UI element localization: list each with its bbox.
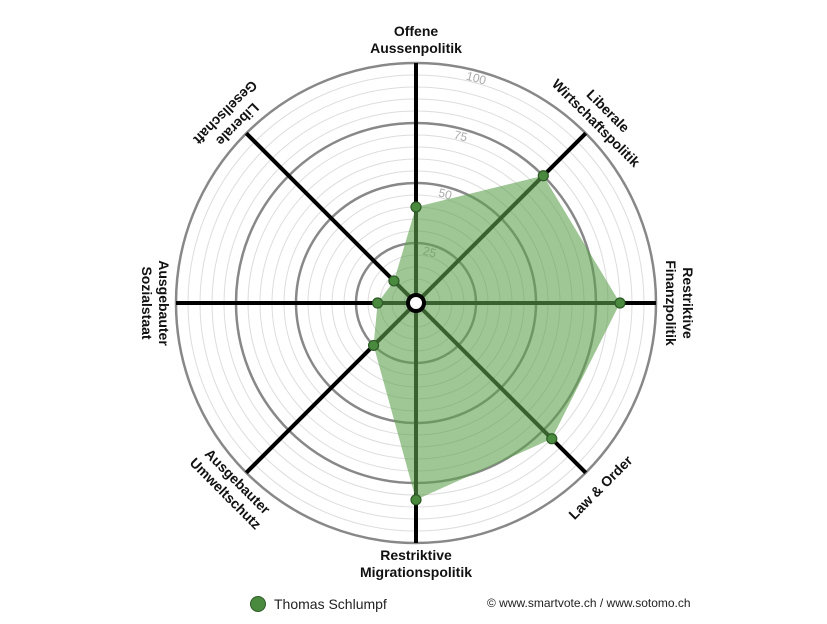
copyright-text: © www.smartvote.ch / www.sotomo.ch [487, 596, 691, 610]
data-point [546, 433, 558, 445]
axis-label-line: Restriktive [380, 547, 452, 563]
axis-label-line: Ausgebauter [156, 260, 172, 346]
legend-marker [250, 596, 266, 612]
legend-label: Thomas Schlumpf [274, 596, 387, 612]
center-hub [406, 293, 426, 313]
data-point [614, 297, 626, 309]
axis-label-line: Offene [394, 23, 439, 39]
axis-label-line: Restriktive [680, 267, 696, 339]
data-point [410, 201, 422, 213]
tick-label: 50 [437, 186, 454, 203]
axis-label-line: Migrationspolitik [360, 564, 472, 580]
data-point [372, 297, 384, 309]
axis-label-line: Aussenpolitik [370, 40, 462, 56]
data-point [367, 339, 380, 352]
axis-label-line: Finanzpolitik [663, 260, 679, 346]
axis-spoke [244, 131, 418, 305]
tick-label: 100 [465, 69, 488, 88]
legend: Thomas Schlumpf [250, 594, 387, 614]
spider-chart: 255075100OffeneAussenpolitikLiberaleWirt… [139, 23, 696, 580]
axis-label-line: Sozialstaat [139, 266, 155, 339]
data-point [388, 275, 400, 287]
tick-label: 75 [452, 128, 469, 145]
data-point [410, 494, 422, 506]
data-point [537, 170, 549, 182]
series-area [373, 175, 620, 500]
